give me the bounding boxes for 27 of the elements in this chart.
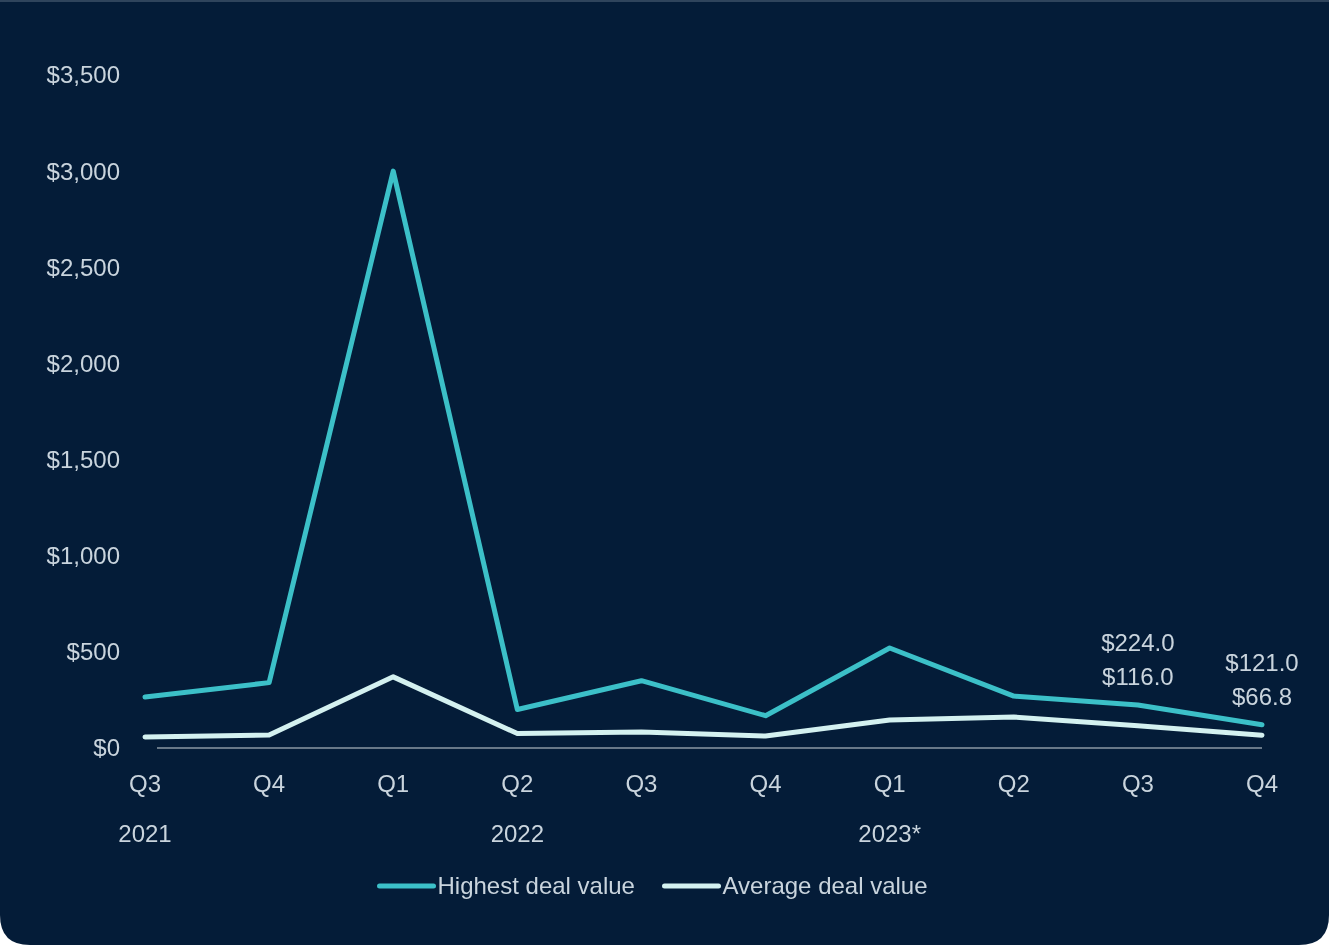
text: 2022 [490, 820, 545, 847]
x-tick-label: Q2 [997, 770, 1030, 797]
x-tick-label: Q3 [1121, 770, 1154, 797]
y-tick-label: $2,500 [46, 253, 120, 281]
data-label: $121.0 [1225, 648, 1299, 676]
y-tick-label: $1,000 [46, 542, 120, 570]
x-tick-label: Q3 [625, 770, 658, 797]
data-label: $116.0 [1102, 662, 1174, 690]
x-tick-label: Q1 [873, 770, 906, 797]
x-tick-label: Q4 [253, 770, 286, 797]
x-tick-label: Q2 [501, 770, 534, 797]
text: 2021 [118, 820, 172, 847]
data-label: $224.0 [1101, 628, 1175, 656]
y-tick-label: $500 [66, 638, 120, 666]
text: 2023* [858, 820, 922, 847]
x-tick-label: Q3 [128, 770, 162, 797]
x-tick-label: Q4 [1245, 770, 1279, 797]
data-label: $66.8 [1231, 682, 1293, 710]
y-tick-label: $2,000 [46, 349, 120, 377]
x-tick-label: Q1 [377, 770, 410, 797]
y-tick-label: $3,000 [46, 157, 120, 185]
y-tick-label: $0 [93, 734, 120, 762]
y-tick-label: $1,500 [46, 445, 120, 473]
legend-label: Highest deal value [437, 872, 635, 900]
y-tick-label: $3,500 [46, 61, 120, 89]
legend-label: Average deal value [722, 872, 928, 900]
x-tick-label: Q4 [749, 770, 782, 797]
